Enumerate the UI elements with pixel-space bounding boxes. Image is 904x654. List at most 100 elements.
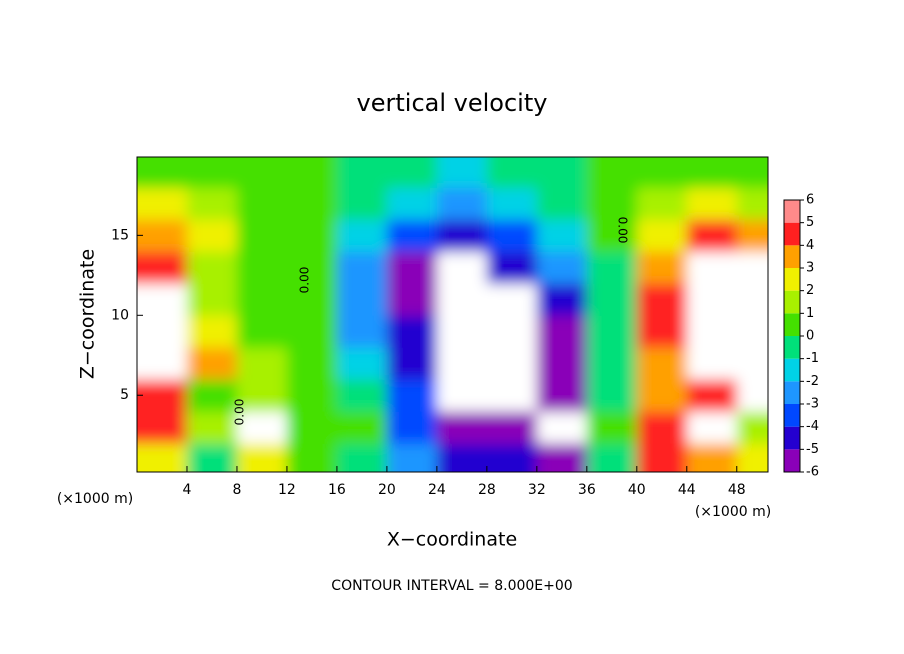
heat-cell	[286, 251, 338, 284]
chart-title: vertical velocity	[357, 89, 548, 117]
x-unit-label: (×1000 m)	[57, 491, 133, 507]
heat-cell	[686, 443, 738, 472]
heat-cell	[736, 347, 768, 380]
contour-label: 0.00	[616, 217, 630, 244]
x-tick-label: 20	[378, 482, 396, 498]
heat-cell	[736, 411, 768, 444]
heat-cell	[736, 283, 768, 316]
heat-cell	[586, 443, 638, 472]
heat-cell	[486, 187, 538, 220]
x-tick-label: 24	[428, 482, 446, 498]
colorbar-band	[784, 268, 800, 291]
heat-cell	[536, 315, 588, 348]
heat-cell	[137, 219, 188, 252]
heat-cell	[137, 347, 188, 380]
colorbar-band	[784, 449, 800, 472]
heat-cell	[286, 157, 338, 188]
heat-cell	[286, 315, 338, 348]
colorbar-band	[784, 313, 800, 336]
heat-cell	[586, 411, 638, 444]
heat-cell	[236, 157, 288, 188]
heat-cell	[186, 411, 238, 444]
heat-cell	[436, 283, 488, 316]
heat-cell	[736, 157, 768, 188]
colorbar-tick-label: 4	[806, 238, 814, 253]
heat-cell	[486, 315, 538, 348]
colorbar-band	[784, 200, 800, 223]
heat-cell	[686, 283, 738, 316]
heat-cell	[286, 411, 338, 444]
x-tick-label: 8	[232, 482, 241, 498]
y-tick-label: 15	[111, 227, 129, 243]
heat-cell	[336, 411, 388, 444]
heat-cell	[336, 283, 388, 316]
heat-cell	[636, 443, 688, 472]
heat-cell	[386, 157, 438, 188]
heat-cell	[536, 187, 588, 220]
heat-cell	[386, 347, 438, 380]
heat-cell	[386, 187, 438, 220]
heat-cell	[536, 157, 588, 188]
heat-cell	[686, 379, 738, 412]
heat-cell	[486, 411, 538, 444]
x-axis-label: X−coordinate	[387, 529, 517, 551]
heat-cell	[436, 315, 488, 348]
heat-cell	[686, 219, 738, 252]
x-tick-label: 40	[628, 482, 646, 498]
heat-cell	[286, 283, 338, 316]
plot-frame	[136, 156, 769, 473]
heat-cell	[486, 443, 538, 472]
colorbar-band	[784, 404, 800, 427]
heat-cell	[436, 157, 488, 188]
heat-cell	[536, 443, 588, 472]
heat-cell	[486, 283, 538, 316]
colorbar-band	[784, 358, 800, 382]
colorbar-tick-label: 0	[806, 329, 814, 344]
heat-cell	[336, 315, 388, 348]
heat-cell	[436, 411, 488, 444]
heat-cell	[137, 379, 188, 412]
heat-cell	[137, 251, 188, 284]
heat-cell	[686, 187, 738, 220]
contour-label: 0.00	[298, 267, 312, 294]
colorbar-band	[784, 381, 800, 404]
colorbar-band	[784, 222, 800, 246]
heat-cell	[186, 219, 238, 252]
heat-cell	[336, 443, 388, 472]
heat-cell	[386, 251, 438, 284]
heat-cell	[486, 157, 538, 188]
colorbar-tick-label: 2	[806, 283, 814, 298]
heat-cell	[336, 187, 388, 220]
heat-cell	[186, 251, 238, 284]
heat-cell	[436, 219, 488, 252]
heat-cell	[636, 411, 688, 444]
colorbar-tick-label: -3	[806, 397, 819, 412]
heat-cell	[336, 251, 388, 284]
heat-cell	[286, 443, 338, 472]
footer: CONTOUR INTERVAL = 8.000E+00	[331, 578, 572, 594]
heat-cell	[386, 219, 438, 252]
heat-cell	[436, 251, 488, 284]
heat-cell	[336, 379, 388, 412]
y-tick-label: 10	[111, 307, 129, 323]
heat-cell	[336, 347, 388, 380]
heat-cell	[186, 443, 238, 472]
heat-cell	[586, 251, 638, 284]
heat-cell	[236, 251, 288, 284]
heat-cell	[636, 187, 688, 220]
y-axis-label: Z−coordinate	[77, 249, 99, 379]
heat-cell	[486, 379, 538, 412]
heat-cell	[536, 219, 588, 252]
y-tick-label: 5	[120, 387, 129, 403]
colorbar-band	[784, 336, 800, 359]
heat-cell	[586, 187, 638, 220]
x-tick-label: 44	[678, 482, 696, 498]
colorbar-tick-label: 6	[806, 193, 814, 208]
heat-cell	[186, 379, 238, 412]
heat-cell	[386, 315, 438, 348]
heat-cell	[636, 347, 688, 380]
heat-cell	[286, 187, 338, 220]
heat-cell	[486, 219, 538, 252]
colorbar-tick-label: 3	[806, 261, 814, 276]
